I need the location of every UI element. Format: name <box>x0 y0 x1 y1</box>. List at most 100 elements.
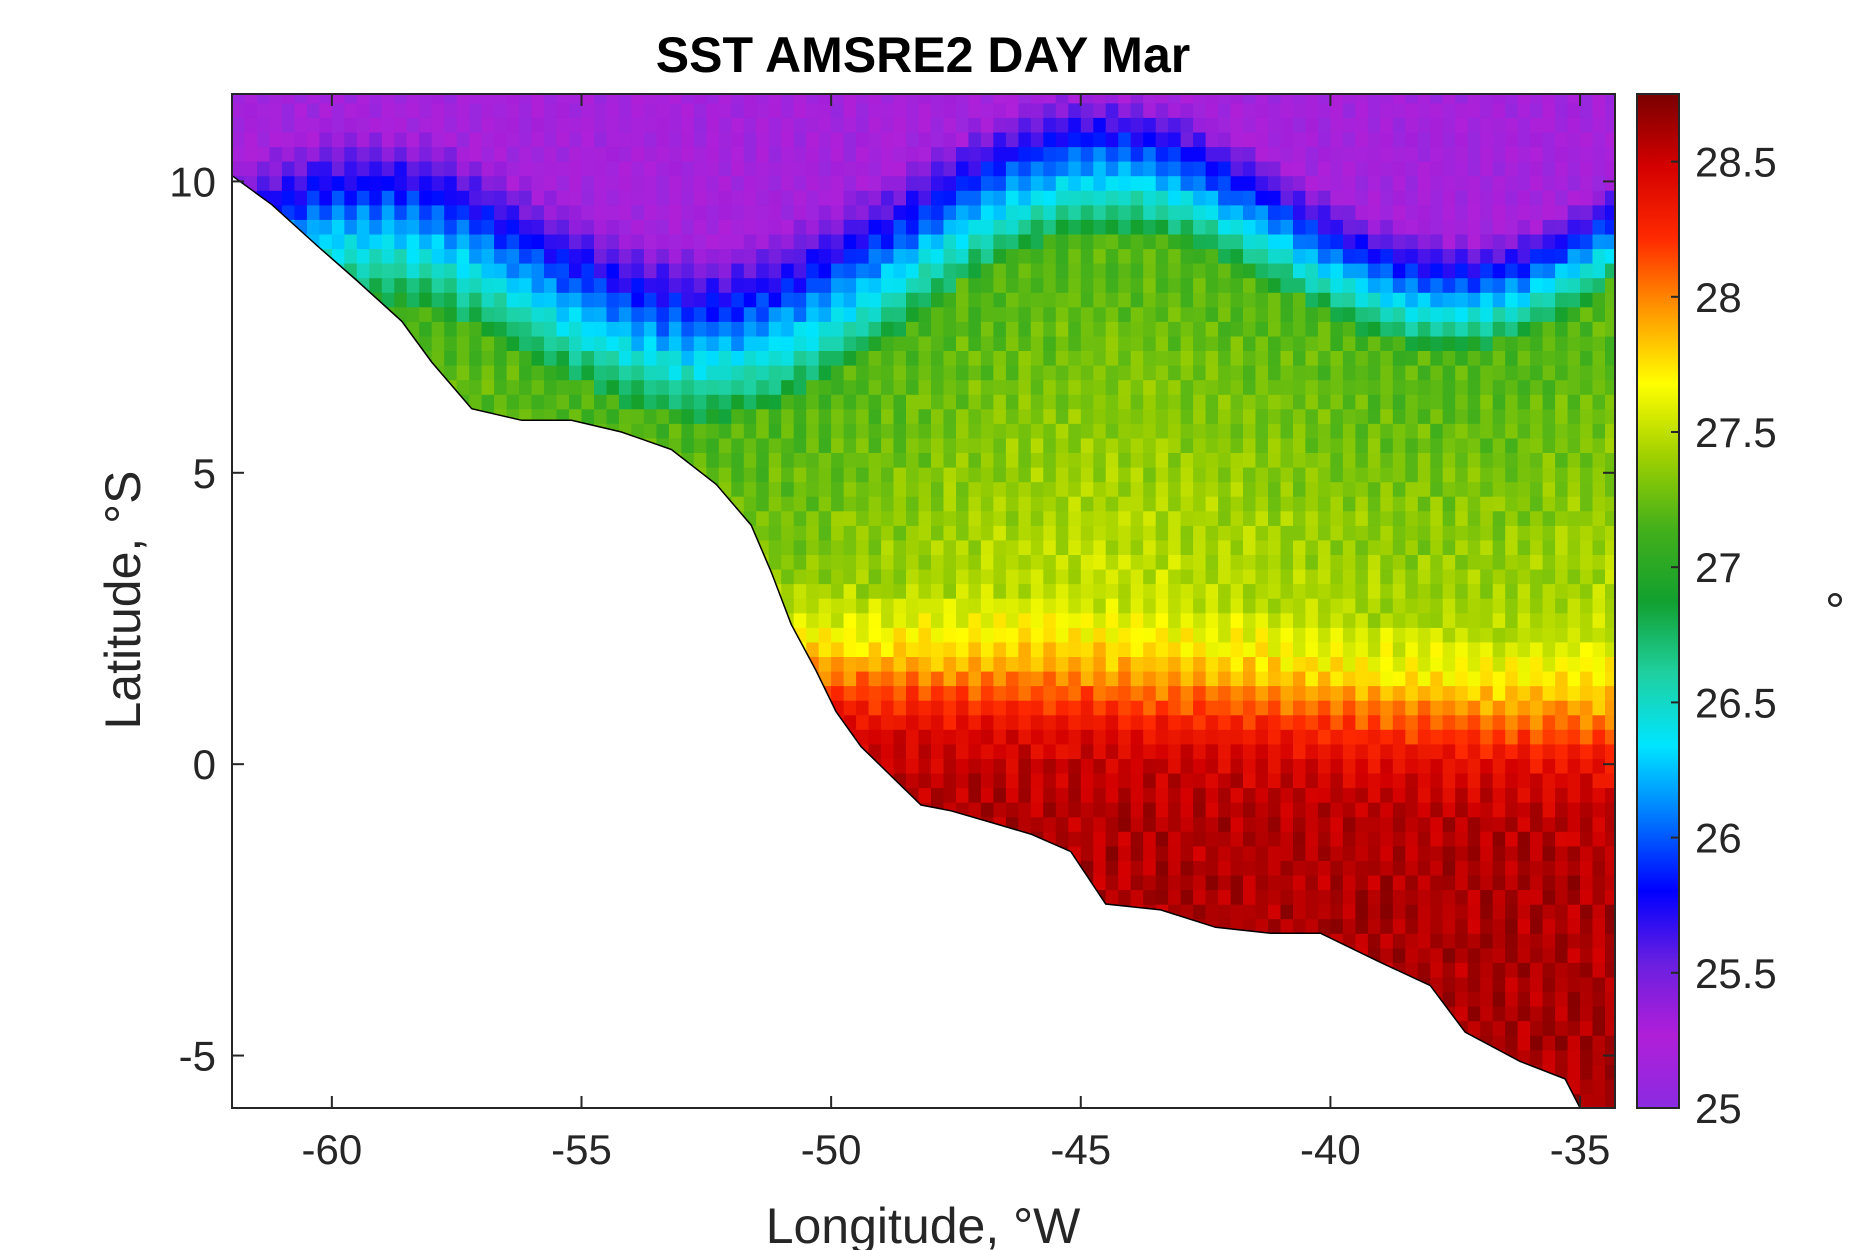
heatmap-cell <box>1005 743 1019 759</box>
heatmap-cell <box>806 583 820 599</box>
heatmap-cell <box>881 423 895 439</box>
heatmap-cell <box>868 452 882 468</box>
heatmap-cell <box>294 204 308 220</box>
heatmap-cell <box>1055 394 1069 410</box>
heatmap-cell <box>531 248 545 264</box>
heatmap-cell <box>581 408 595 424</box>
heatmap-cell <box>1080 365 1094 381</box>
heatmap-cell <box>706 161 720 177</box>
heatmap-cell <box>781 146 795 162</box>
heatmap-cell <box>406 306 420 322</box>
heatmap-cell <box>881 568 895 585</box>
heatmap-cell <box>269 117 283 133</box>
heatmap-cell <box>469 117 483 133</box>
heatmap-cell <box>569 350 583 366</box>
heatmap-cell <box>980 452 994 468</box>
heatmap-cell <box>1093 204 1107 220</box>
heatmap-cell <box>431 306 445 322</box>
heatmap-cell <box>806 277 820 293</box>
heatmap-cell <box>668 204 682 220</box>
heatmap-cell <box>931 117 945 133</box>
heatmap-cell <box>1080 554 1094 570</box>
heatmap-cell <box>643 423 657 439</box>
heatmap-cell <box>706 102 720 118</box>
heatmap-cell <box>818 539 832 555</box>
heatmap-cell <box>1093 656 1107 672</box>
heatmap-cell <box>718 248 732 264</box>
heatmap-cell <box>1093 743 1107 759</box>
heatmap-cell <box>444 350 458 366</box>
heatmap-cell <box>968 146 982 162</box>
heatmap-cell <box>831 146 845 162</box>
heatmap-cell <box>656 365 670 381</box>
heatmap-cell <box>931 350 945 366</box>
heatmap-cell <box>893 758 907 774</box>
heatmap-cell <box>831 423 845 439</box>
heatmap-cell <box>306 94 320 104</box>
heatmap-cell <box>668 146 682 162</box>
heatmap-cell <box>1068 539 1082 555</box>
heatmap-cell <box>1043 263 1057 279</box>
heatmap-cell <box>856 408 870 424</box>
heatmap-cell <box>968 802 982 818</box>
heatmap-cell <box>868 335 882 351</box>
heatmap-cell <box>1005 365 1019 381</box>
heatmap-cell <box>444 365 458 381</box>
heatmap-cell <box>980 277 994 293</box>
heatmap-cell <box>980 700 994 716</box>
heatmap-cell <box>781 379 795 395</box>
heatmap-cell <box>743 365 757 381</box>
heatmap-cell <box>956 131 970 148</box>
heatmap-cell <box>556 306 570 322</box>
heatmap-cell <box>381 94 395 104</box>
heatmap-cell <box>881 743 895 759</box>
heatmap-cell <box>831 161 845 177</box>
heatmap-cell <box>943 568 957 585</box>
heatmap-cell <box>1080 496 1094 512</box>
heatmap-cell <box>856 394 870 410</box>
heatmap-cell <box>494 379 508 395</box>
heatmap-cell <box>556 335 570 351</box>
heatmap-cell <box>918 365 932 381</box>
heatmap-cell <box>1105 554 1119 570</box>
heatmap-cell <box>1055 350 1069 366</box>
heatmap-cell <box>606 204 620 220</box>
heatmap-cell <box>906 292 920 308</box>
heatmap-cell <box>656 204 670 220</box>
heatmap-cell <box>843 496 857 512</box>
heatmap-cell <box>1030 685 1044 701</box>
heatmap-cell <box>319 117 333 133</box>
heatmap-cell <box>768 437 782 453</box>
heatmap-cell <box>606 102 620 118</box>
heatmap-cell <box>756 452 770 468</box>
heatmap-cell <box>1018 94 1032 104</box>
heatmap-cell <box>1055 583 1069 599</box>
heatmap-cell <box>980 94 994 104</box>
heatmap-cell <box>893 117 907 133</box>
heatmap-cell <box>1005 787 1019 803</box>
heatmap-cell <box>668 263 682 279</box>
heatmap-cell <box>931 102 945 118</box>
heatmap-cell <box>918 379 932 395</box>
heatmap-cell <box>831 190 845 206</box>
heatmap-cell <box>257 94 271 104</box>
heatmap-cell <box>531 146 545 162</box>
heatmap-cell <box>1093 845 1107 861</box>
heatmap-cell <box>1080 816 1094 832</box>
heatmap-cell <box>481 131 495 148</box>
heatmap-cell <box>843 670 857 687</box>
heatmap-cell <box>1105 233 1119 250</box>
heatmap-cell <box>1105 743 1119 759</box>
heatmap-cell <box>893 263 907 279</box>
heatmap-cell <box>718 452 732 468</box>
heatmap-cell <box>618 131 632 148</box>
heatmap-cell <box>806 481 820 497</box>
heatmap-cell <box>831 94 845 104</box>
heatmap-cell <box>519 335 533 351</box>
heatmap-cell <box>818 131 832 148</box>
heatmap-cell <box>1093 335 1107 351</box>
heatmap-cell <box>494 263 508 279</box>
heatmap-cell <box>818 510 832 526</box>
heatmap-cell <box>968 481 982 497</box>
heatmap-cell <box>643 263 657 279</box>
